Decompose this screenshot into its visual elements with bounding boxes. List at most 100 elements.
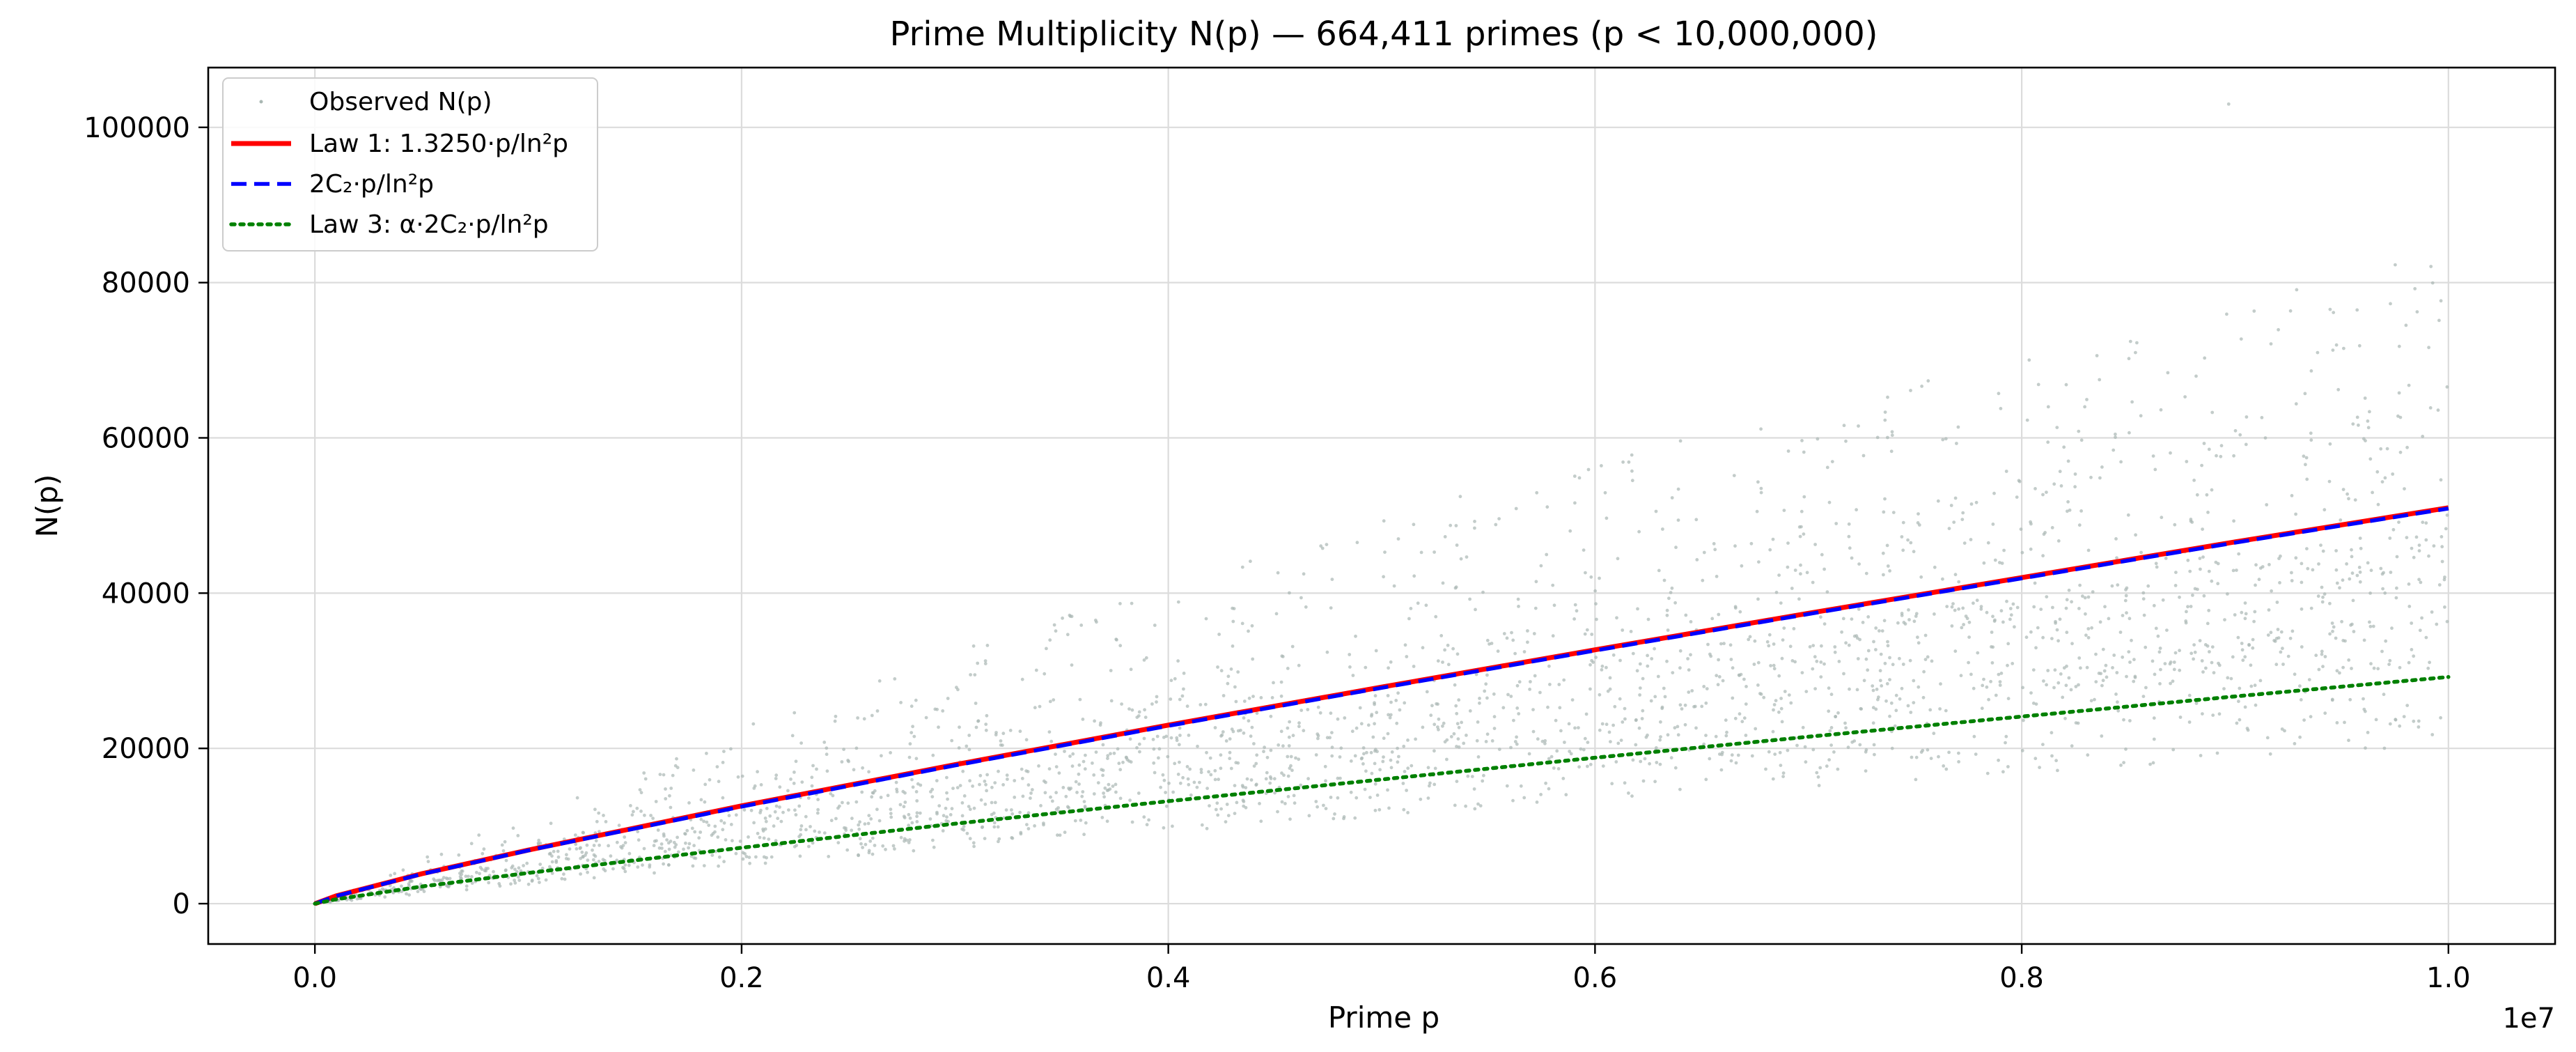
scatter-point [1886, 644, 1890, 648]
scatter-point [2435, 622, 2439, 626]
scatter-point [2347, 738, 2350, 743]
scatter-point [639, 791, 643, 795]
scatter-point [1882, 573, 1885, 577]
scatter-point [2372, 666, 2376, 670]
scatter-point [1484, 682, 1488, 686]
scatter-point [1375, 794, 1380, 797]
scatter-point [2293, 742, 2297, 745]
scatter-point [1010, 812, 1015, 816]
scatter-point [1412, 665, 1416, 668]
scatter-point [1800, 525, 1803, 529]
scatter-point [1891, 511, 1896, 514]
scatter-point [1107, 782, 1111, 787]
scatter-point [1658, 738, 1662, 742]
scatter-point [1598, 693, 1602, 697]
scatter-point [958, 725, 961, 729]
scatter-point [889, 812, 893, 816]
scatter-point [1514, 506, 1518, 511]
scatter-point [729, 823, 733, 826]
scatter-point [877, 679, 882, 683]
scatter-point [1252, 742, 1256, 745]
scatter-point [2440, 545, 2444, 549]
scatter-point [1153, 624, 1157, 627]
scatter-point [1389, 766, 1394, 770]
scatter-point [1360, 756, 1364, 760]
scatter-point [1762, 695, 1766, 699]
scatter-point [2050, 731, 2054, 735]
scatter-point [579, 856, 583, 860]
scatter-point [2008, 607, 2013, 610]
scatter-point [1189, 793, 1193, 797]
scatter-point [2366, 426, 2371, 430]
scatter-point [2332, 311, 2336, 314]
scatter-point [1169, 736, 1173, 740]
scatter-point [1186, 777, 1190, 781]
scatter-point [1281, 744, 1285, 748]
scatter-point [1330, 745, 1334, 750]
scatter-point [2443, 575, 2446, 579]
scatter-point [1551, 634, 1555, 638]
scatter-point [1641, 676, 1645, 681]
scatter-point [1740, 564, 1744, 568]
scatter-point [1323, 764, 1327, 768]
scatter-point [2067, 676, 2071, 680]
scatter-point [1162, 826, 1166, 830]
scatter-point [1304, 605, 1308, 609]
scatter-point [967, 734, 971, 737]
scatter-point [2294, 556, 2298, 560]
scatter-point [667, 847, 671, 851]
scatter-point [867, 814, 871, 817]
scatter-point [1653, 695, 1657, 699]
scatter-point [1900, 535, 1904, 539]
scatter-point [1441, 724, 1444, 728]
scatter-point [1377, 807, 1382, 812]
scatter-point [2114, 435, 2117, 440]
scatter-point [1855, 508, 1859, 512]
scatter-point [1198, 780, 1201, 784]
scatter-point [2066, 459, 2070, 463]
scatter-point [2376, 502, 2380, 506]
scatter-point [898, 803, 903, 807]
scatter-point [1627, 460, 1631, 464]
scatter-point [1250, 624, 1254, 628]
scatter-point [530, 879, 534, 882]
scatter-point [638, 788, 642, 791]
scatter-point [1864, 769, 1868, 773]
scatter-point [911, 725, 914, 729]
scatter-point [1511, 798, 1515, 803]
scatter-point [574, 842, 578, 846]
legend-entry-observed: Observed N(p) [259, 88, 492, 116]
scatter-point [2343, 720, 2346, 725]
scatter-point [747, 835, 750, 839]
scatter-point [2084, 633, 2088, 637]
scatter-point [1953, 649, 1958, 653]
scatter-point [1455, 722, 1460, 726]
scatter-point [1355, 796, 1359, 800]
scatter-point [2001, 620, 2005, 624]
y-tick-label: 80000 [102, 268, 190, 300]
scatter-point [674, 843, 678, 846]
scatter-point [607, 844, 610, 848]
scatter-point [682, 847, 685, 851]
scatter-point [1779, 706, 1783, 711]
scatter-point [1972, 601, 1975, 605]
scatter-point [1283, 802, 1287, 805]
scatter-point [2192, 479, 2196, 482]
scatter-point [2410, 546, 2414, 550]
scatter-point [2067, 588, 2071, 592]
scatter-point [1857, 562, 1861, 566]
scatter-point [1964, 614, 1968, 618]
scatter-point [1959, 674, 1963, 678]
scatter-point [2355, 415, 2359, 419]
scatter-point [816, 798, 820, 802]
x-tick-label: 0.8 [1999, 962, 2044, 994]
scatter-point [734, 851, 738, 856]
scatter-point [1217, 633, 1221, 636]
scatter-point [675, 757, 678, 761]
scatter-point [2164, 557, 2168, 560]
scatter-point [1273, 791, 1277, 795]
scatter-point [711, 832, 715, 835]
scatter-point [410, 879, 414, 883]
scatter-point [1700, 704, 1704, 709]
scatter-point [1398, 708, 1402, 712]
